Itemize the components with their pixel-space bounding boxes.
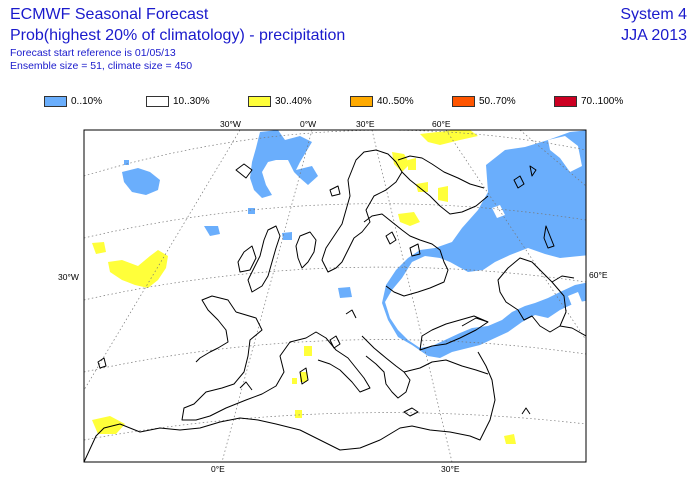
grid-label-bottom-30e: 30°E	[441, 464, 460, 474]
probability-10-30-areas	[492, 136, 582, 306]
legend-label: 40..50%	[377, 95, 414, 107]
grid-label-top-60e: 60°E	[432, 119, 451, 129]
legend-swatch	[146, 95, 169, 107]
map-title: ECMWF Seasonal Forecast	[10, 6, 209, 23]
grid-label-bottom-0: 0°E	[211, 464, 225, 474]
legend-label: 50..70%	[479, 95, 516, 107]
legend-item-50-70: 50..70%	[452, 95, 516, 107]
map-subtitle: Prob(highest 20% of climatology) - preci…	[10, 27, 346, 44]
legend-item-70-100: 70..100%	[554, 95, 623, 107]
forecast-start-reference: Forecast start reference is 01/05/13	[10, 47, 176, 59]
grid-label-left-30w: 30°W	[58, 272, 79, 282]
legend-label: 10..30%	[173, 95, 210, 107]
grid-label-right-60e: 60°E	[589, 270, 608, 280]
coastlines	[84, 149, 586, 462]
legend-label: 0..10%	[71, 95, 103, 107]
graticule	[84, 130, 586, 462]
ensemble-size: Ensemble size = 51, climate size = 450	[10, 60, 193, 72]
legend-item-0-10: 0..10%	[44, 95, 102, 107]
legend-swatch	[452, 95, 475, 107]
probability-0-10-areas	[122, 130, 586, 358]
legend-swatch	[554, 95, 577, 107]
legend: 0..10% 10..30% 30..40% 40..50% 50..70% 7…	[0, 95, 697, 109]
grid-label-top-30e: 30°E	[356, 119, 375, 129]
grid-label-top-0: 0°W	[300, 119, 316, 129]
grid-label-top-30w: 30°W	[220, 119, 241, 129]
period-label: JJA 2013	[621, 27, 687, 44]
legend-item-30-40: 30..40%	[248, 95, 312, 107]
legend-swatch	[248, 95, 271, 107]
legend-item-10-30: 10..30%	[146, 95, 210, 107]
legend-label: 70..100%	[581, 95, 624, 107]
map-frame	[83, 129, 587, 463]
system-label: System 4	[620, 6, 687, 23]
probability-30-40-areas	[92, 130, 516, 444]
legend-swatch	[350, 95, 373, 107]
legend-label: 30..40%	[275, 95, 312, 107]
legend-swatch	[44, 95, 67, 107]
map-content	[84, 130, 586, 462]
legend-item-40-50: 40..50%	[350, 95, 414, 107]
